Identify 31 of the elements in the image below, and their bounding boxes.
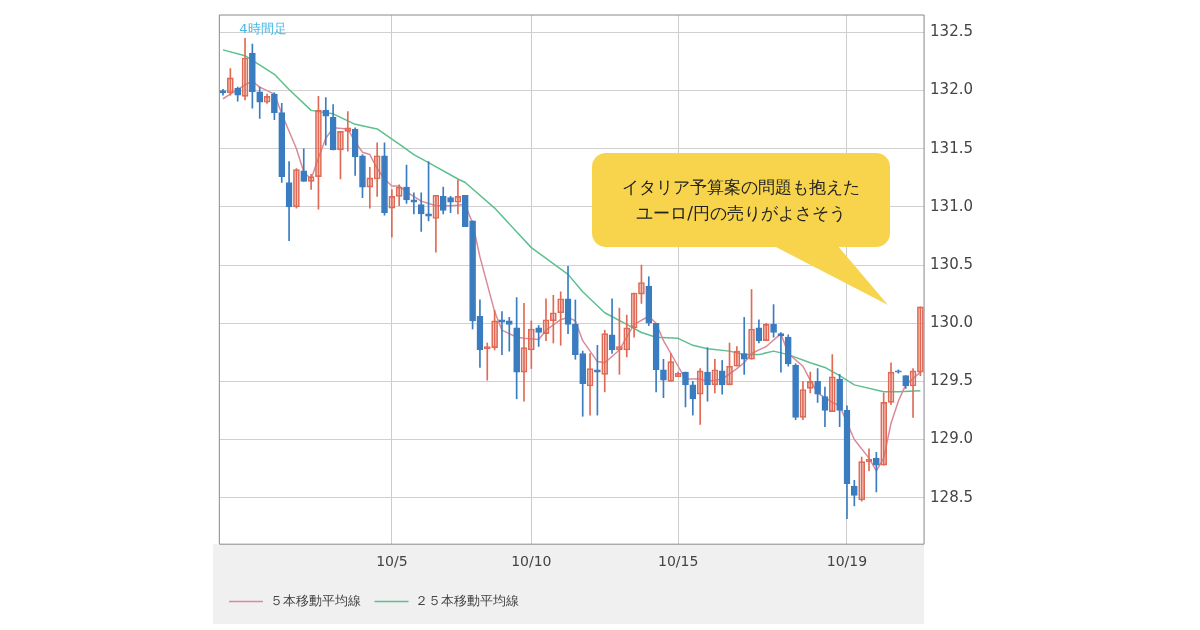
y-tick-label: 130.5: [930, 254, 974, 273]
candlestick: [806, 371, 814, 394]
annotation: イタリア予算案の問題も抱えたユーロ/円の売りがよさそう: [621, 176, 861, 225]
candlestick: [322, 97, 330, 146]
candlestick: [395, 184, 403, 207]
y-tick-label: 132.5: [930, 22, 974, 41]
candlestick: [623, 314, 631, 358]
candlestick: [880, 392, 888, 466]
candlestick: [740, 317, 748, 375]
candlestick: [601, 329, 609, 393]
y-tick-label: 128.5: [930, 487, 974, 506]
x-tick-label: 10/19: [826, 553, 868, 570]
y-tick-label: 131.0: [930, 196, 974, 215]
candlestick: [307, 174, 315, 190]
y-tick-label: 132.0: [930, 80, 974, 99]
candlestick: [344, 111, 352, 152]
x-tick-label: 10/15: [657, 553, 699, 570]
x-tick-label: 10/5: [376, 553, 408, 570]
text: 4時間足: [239, 20, 287, 36]
legend-label: ２５本移動平均線: [415, 592, 519, 608]
y-tick-label: 130.0: [930, 313, 974, 332]
candlestick: [454, 179, 462, 215]
y-tick-label: 129.0: [930, 429, 974, 448]
candlestick: [828, 354, 836, 412]
x-tick-label: 10/10: [511, 553, 552, 570]
y-tick-label: 129.5: [930, 371, 974, 390]
y-tick-label: 131.5: [930, 138, 974, 157]
candlestick: [483, 342, 491, 381]
candlestick: [762, 322, 770, 341]
candlestick: [557, 291, 565, 346]
legend-label: ５本移動平均線: [269, 592, 361, 608]
